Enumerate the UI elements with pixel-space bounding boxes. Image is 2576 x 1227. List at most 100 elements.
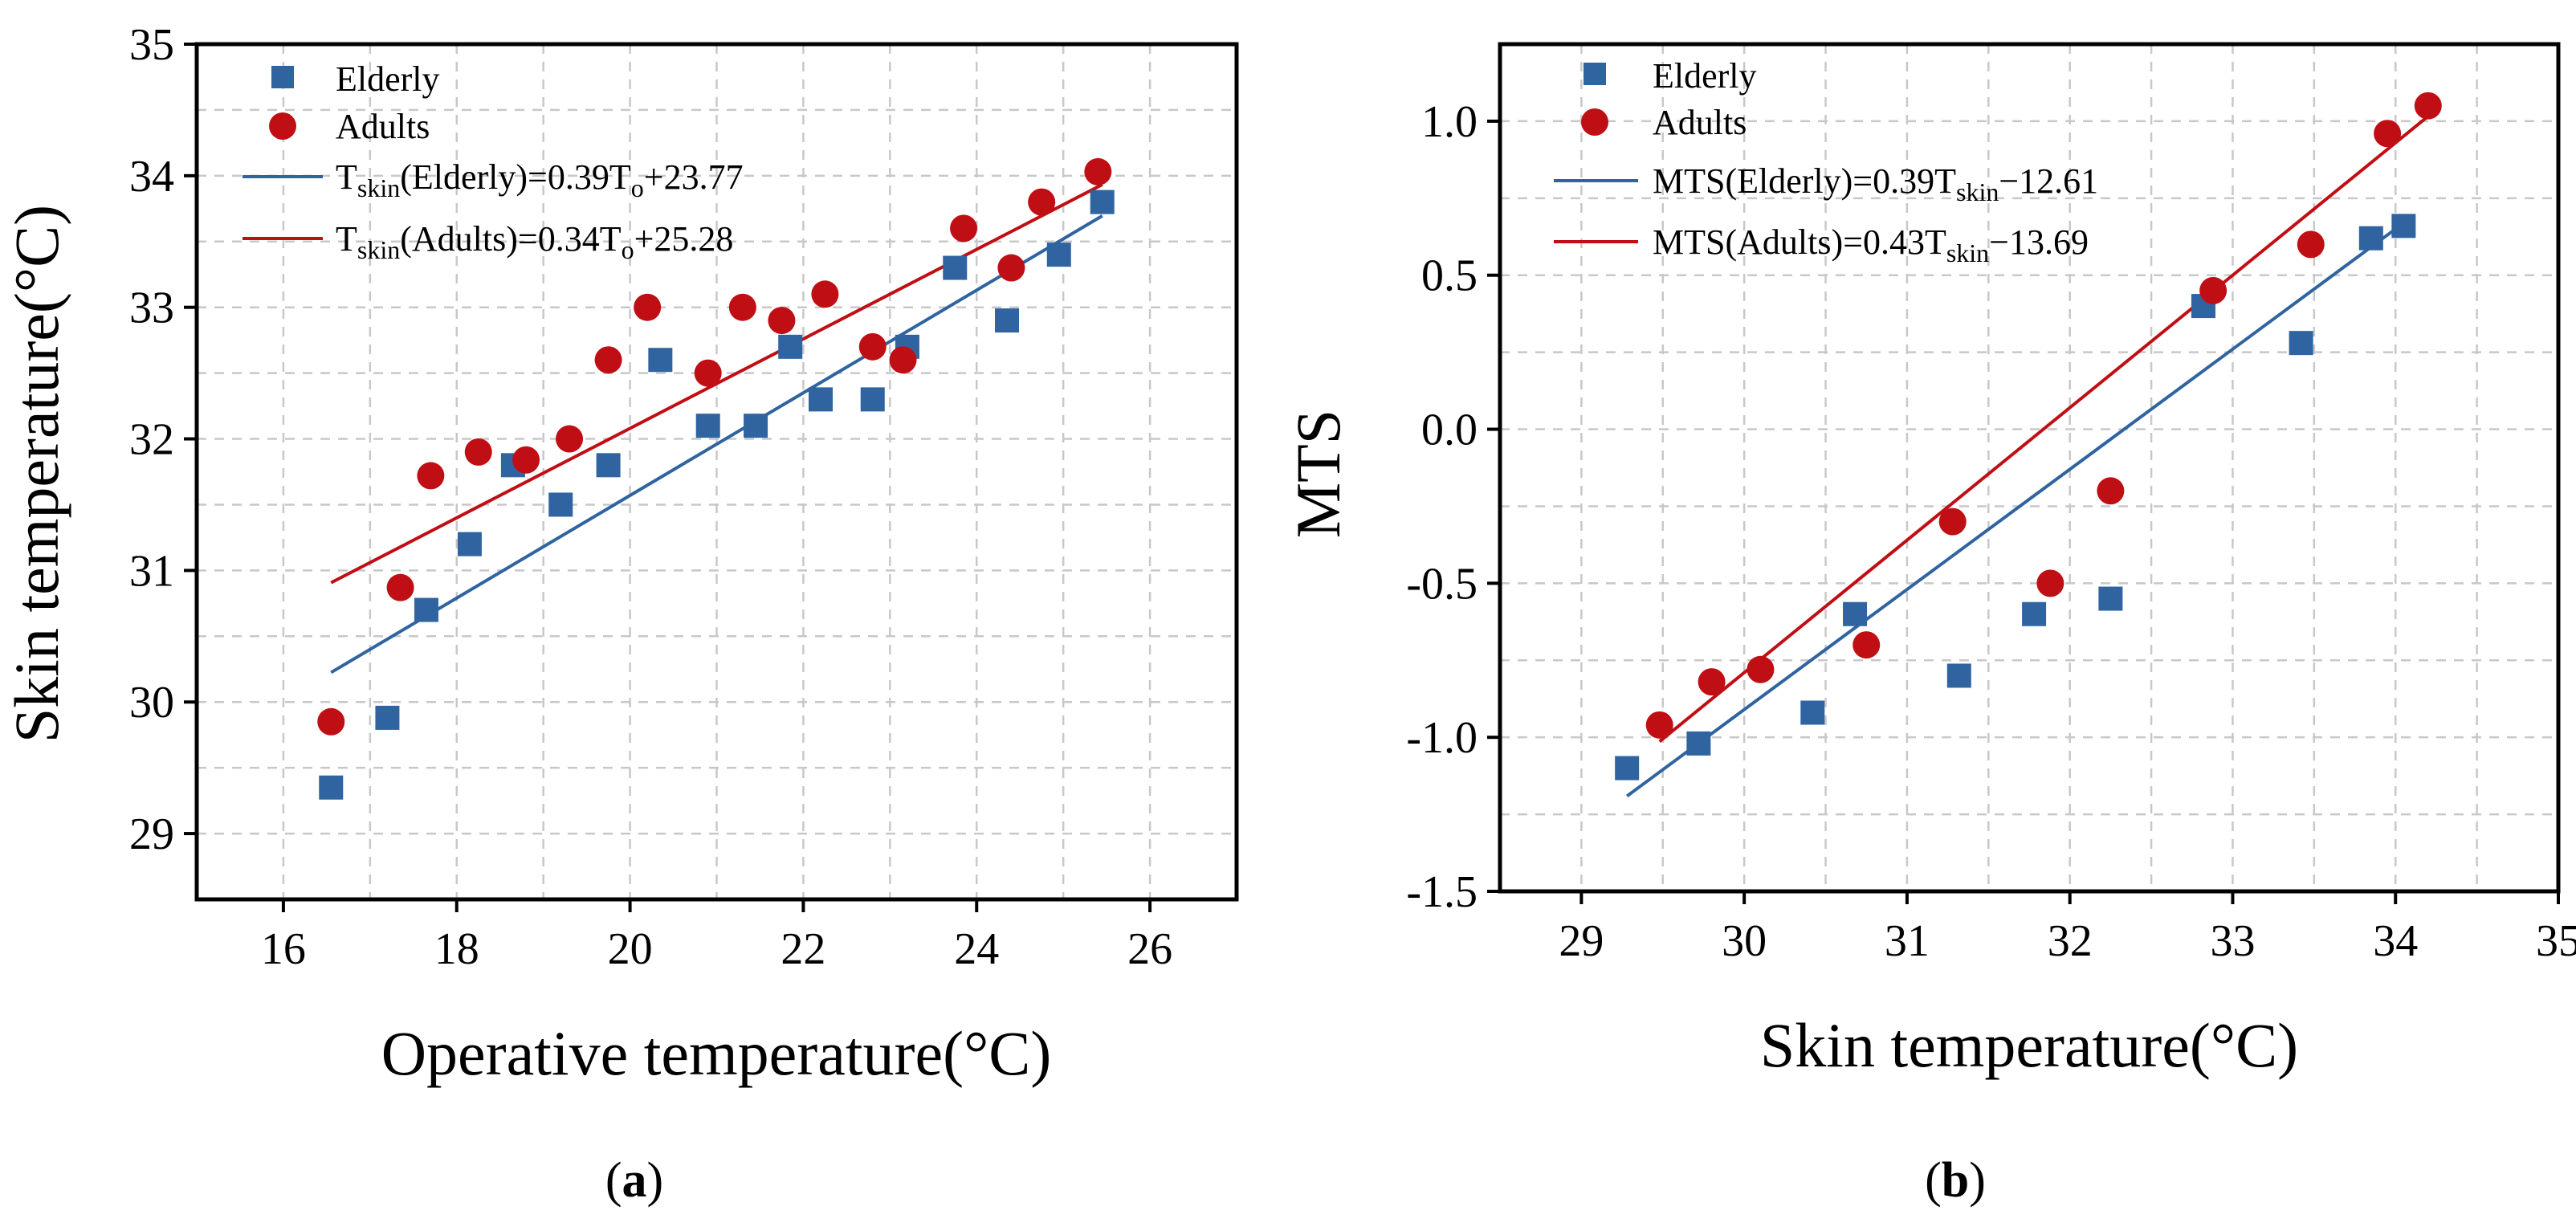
point-elderly <box>375 705 400 730</box>
legend-adults-marker <box>1581 108 1608 136</box>
y-tick-label: 34 <box>129 152 174 202</box>
point-elderly <box>457 532 482 556</box>
x-tick-label: 31 <box>1885 916 1930 966</box>
y-tick-label: 32 <box>129 415 174 465</box>
point-adults <box>417 462 445 490</box>
point-elderly <box>319 775 344 800</box>
panel-a-label: (a) <box>605 1153 663 1208</box>
point-adults <box>2036 569 2064 597</box>
x-tick-label: 30 <box>1722 916 1767 966</box>
point-adults <box>728 293 756 321</box>
point-elderly <box>2358 226 2383 251</box>
point-elderly <box>1946 663 1971 688</box>
point-elderly <box>414 597 438 622</box>
point-elderly <box>1800 700 1825 725</box>
x-tick-label: 16 <box>261 924 306 974</box>
point-adults <box>1028 188 1056 216</box>
y-tick-label: 0.0 <box>1421 406 1478 455</box>
fit-line-elderly <box>1625 222 2405 797</box>
y-tick-label: 31 <box>129 546 174 596</box>
y-tick-label: 1.0 <box>1421 97 1478 147</box>
point-elderly <box>2022 601 2047 626</box>
point-elderly <box>2098 586 2123 611</box>
x-tick-label: 29 <box>1559 916 1604 966</box>
panel-a-y-axis-label: Skin temperature(°C) <box>2 205 71 743</box>
panel-b-chart: 29 30 31 32 33 34 35 -1.5 -1.0 -0.5 0.0 0.5 1.0 Elde… <box>1283 42 2576 1208</box>
y-tick-label: 33 <box>129 283 174 333</box>
panel-a-x-axis-label: Operative temperature(°C) <box>381 1018 1052 1088</box>
x-tick-label: 22 <box>781 924 825 974</box>
legend-adults-label: Adults <box>1653 103 1747 142</box>
panel-b-plot-frame <box>1498 42 2561 894</box>
point-elderly <box>1046 243 1071 267</box>
point-elderly <box>648 348 673 373</box>
panel-a-chart: 16 18 20 22 24 26 29 30 31 32 33 34 35 Elderly Adult… <box>2 20 1239 1208</box>
y-tick-label: -1.5 <box>1406 867 1478 917</box>
legend-elderly-marker <box>271 66 294 88</box>
point-adults <box>2199 276 2228 304</box>
point-elderly <box>860 387 885 412</box>
point-elderly <box>695 414 720 438</box>
legend-adults-fit-equation: MTS(Adults)=0.43Tskin−13.69 <box>1653 222 2089 267</box>
point-adults <box>2374 120 2402 148</box>
y-tick-label: 30 <box>129 678 174 728</box>
x-tick-label: 34 <box>2373 916 2418 966</box>
panel-a-plot-frame <box>194 42 1239 902</box>
legend-elderly-fit-equation: MTS(Elderly)=0.39Tskin−12.61 <box>1653 161 2098 206</box>
legend-elderly-label: Elderly <box>1653 56 1757 96</box>
legend-adults-marker <box>269 112 296 140</box>
fit-line-adults <box>1658 115 2430 743</box>
point-adults <box>1853 631 1881 659</box>
panel-b-legend: Elderly Adults MTS(Elderly)=0.39Tskin−12… <box>1554 56 2098 267</box>
legend-elderly-label: Elderly <box>336 59 440 99</box>
point-adults <box>2297 230 2325 259</box>
point-elderly <box>995 308 1020 333</box>
panel-a-data-points <box>317 157 1115 800</box>
panel-b-y-axis-label: MTS <box>1283 410 1353 538</box>
point-adults <box>694 359 722 387</box>
point-adults <box>811 280 839 308</box>
point-adults <box>1645 711 1673 739</box>
point-adults <box>2414 92 2442 120</box>
point-adults <box>997 254 1025 282</box>
y-tick-label: -0.5 <box>1406 559 1478 609</box>
x-tick-label: 18 <box>434 924 479 974</box>
point-adults <box>1747 655 1775 683</box>
legend-elderly-fit-equation: Tskin(Elderly)=0.39To+23.77 <box>336 157 744 202</box>
y-tick-label: 0.5 <box>1421 251 1478 301</box>
point-elderly <box>1615 756 1640 781</box>
y-tick-label: 29 <box>129 809 174 859</box>
panel-a-gridlines <box>197 44 1237 899</box>
point-adults <box>858 332 887 361</box>
panel-b-x-axis-label: Skin temperature(°C) <box>1760 1010 2298 1080</box>
point-adults <box>2097 477 2125 505</box>
x-tick-label: 35 <box>2536 916 2576 966</box>
point-elderly <box>1686 731 1711 756</box>
x-tick-label: 20 <box>608 924 653 974</box>
panel-b-fit-lines <box>1625 115 2430 797</box>
point-adults <box>556 425 584 453</box>
point-adults <box>634 293 662 321</box>
point-adults <box>512 446 540 474</box>
point-elderly <box>1843 601 1868 626</box>
panel-a-legend: Elderly Adults Tskin(Elderly)=0.39To+23.… <box>243 59 744 264</box>
panel-a-ticks: 16 18 20 22 24 26 29 30 31 32 33 34 35 <box>129 20 1172 974</box>
point-elderly <box>596 453 621 478</box>
x-tick-label: 32 <box>2048 916 2093 966</box>
x-tick-label: 33 <box>2210 916 2255 966</box>
y-tick-label: -1.0 <box>1406 713 1478 763</box>
point-adults <box>1084 157 1112 185</box>
panel-b-ticks: 29 30 31 32 33 34 35 -1.5 -1.0 -0.5 0.0 0.5 1.0 <box>1406 97 2576 966</box>
fit-line-elderly <box>330 214 1103 675</box>
point-elderly <box>943 255 968 280</box>
point-elderly <box>2391 214 2416 238</box>
point-elderly <box>2289 331 2313 356</box>
point-adults <box>464 438 492 466</box>
point-adults <box>1698 668 1726 696</box>
point-adults <box>1938 508 1967 536</box>
point-adults <box>768 307 796 335</box>
point-adults <box>889 346 917 374</box>
point-elderly <box>548 492 573 517</box>
legend-elderly-marker <box>1584 63 1606 85</box>
